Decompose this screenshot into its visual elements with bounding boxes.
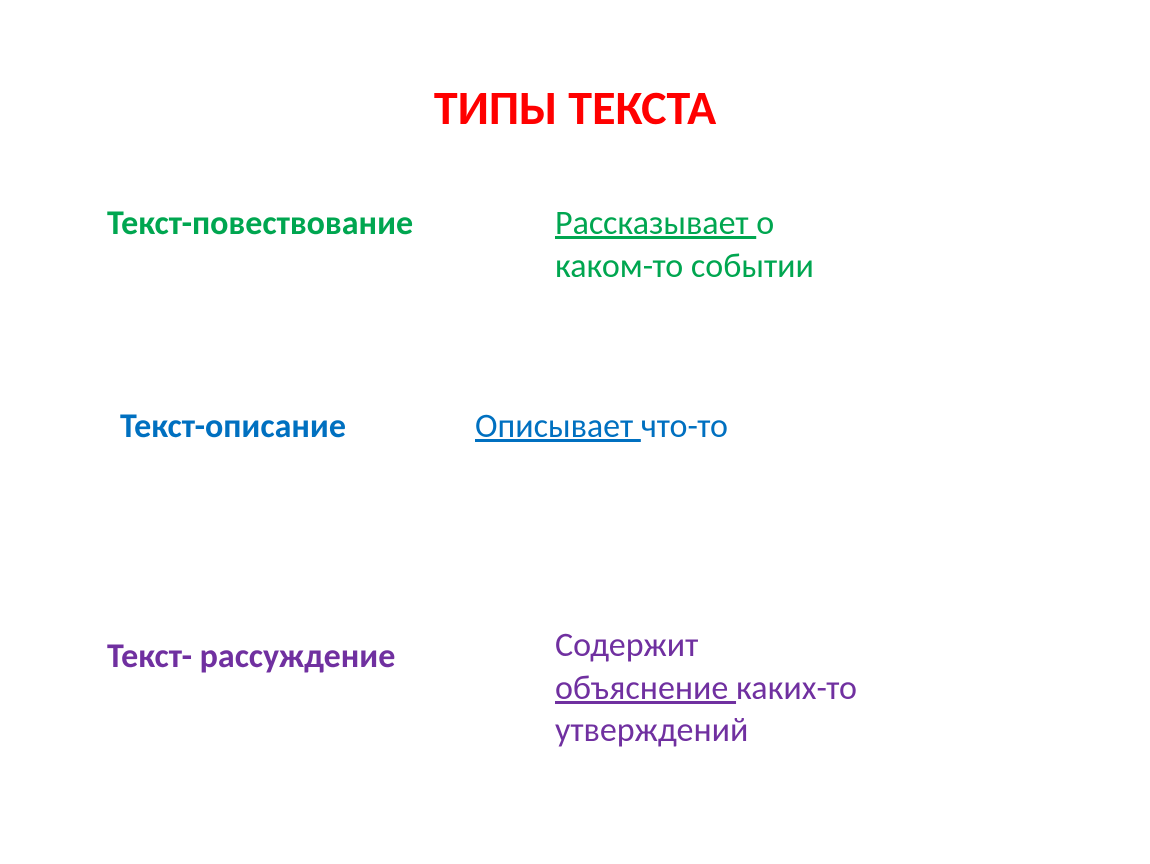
row2-desc-underlined: Описывает bbox=[475, 406, 641, 447]
row1-desc-rest1: о bbox=[756, 203, 774, 244]
row2-label: Текст-описание bbox=[120, 406, 346, 447]
row3-label: Текст- рассуждение bbox=[107, 636, 395, 677]
row3-desc-line0: Содержит bbox=[555, 625, 698, 666]
row2-desc-rest1: что-то bbox=[641, 406, 728, 447]
row2-label-text: Текст-описание bbox=[120, 406, 346, 447]
row1-label: Текст-повествование bbox=[107, 203, 413, 244]
slide-title: ТИПЫ ТЕКСТА bbox=[0, 78, 1150, 137]
row3-description: Содержит объяснение каких-то утверждений bbox=[555, 625, 857, 753]
row1-desc-line2: каком-то событии bbox=[555, 246, 814, 287]
row3-desc-rest1: каких-то bbox=[736, 668, 857, 709]
row3-desc-line2: утверждений bbox=[555, 710, 748, 751]
row1-description: Рассказывает о каком-то событии bbox=[555, 203, 814, 288]
row1-desc-underlined: Рассказывает bbox=[555, 203, 756, 244]
row3-label-text: Текст- рассуждение bbox=[107, 636, 395, 677]
row2-description: Описывает что-то bbox=[475, 406, 728, 447]
row3-desc-underlined: объяснение bbox=[555, 668, 736, 709]
row1-label-text: Текст-повествование bbox=[107, 203, 413, 244]
slide-title-text: ТИПЫ ТЕКСТА bbox=[434, 78, 716, 137]
